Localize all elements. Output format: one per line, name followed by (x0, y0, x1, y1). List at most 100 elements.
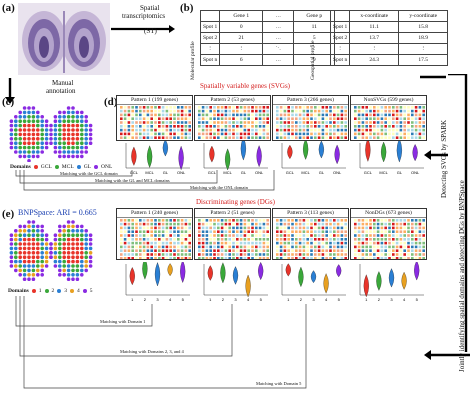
spot (31, 277, 36, 281)
heat-cell (310, 136, 313, 139)
heat-cell (369, 222, 372, 226)
violin (207, 265, 213, 281)
heat-cell (150, 136, 153, 139)
heat-cell (295, 117, 298, 120)
heat-cell (239, 226, 243, 230)
heat-cell (201, 249, 205, 252)
heat-cell (340, 113, 344, 117)
heat-cell (180, 132, 184, 136)
heat-cell (243, 132, 247, 136)
heat-cell (384, 230, 387, 233)
spot (18, 259, 22, 264)
heat-cell (228, 132, 231, 136)
heat-cell (414, 226, 418, 230)
heat-cell (302, 234, 306, 237)
heat-cell (239, 249, 243, 252)
heat-cell (180, 230, 184, 233)
heat-cell (291, 226, 294, 230)
heat-cell (329, 245, 332, 249)
heat-cell (239, 106, 243, 109)
heat-cell (373, 241, 376, 245)
spot (40, 224, 44, 229)
heat-cell (295, 113, 298, 117)
heat-cell (344, 128, 347, 132)
heat-cell (201, 253, 205, 256)
heat-cell (161, 230, 165, 233)
spot (53, 150, 58, 154)
spot (36, 233, 40, 237)
spot (27, 145, 31, 150)
spot (22, 268, 27, 273)
spot (14, 233, 18, 237)
heat-cell (418, 109, 422, 113)
spot (31, 110, 36, 115)
spot (44, 119, 49, 123)
heat-cell (336, 128, 340, 132)
heat-cell (142, 253, 146, 256)
heat-cell (388, 253, 391, 256)
spot (80, 259, 84, 264)
spot (18, 115, 22, 119)
heat-cell (388, 106, 391, 109)
heat-cell (306, 113, 309, 117)
heat-cell (142, 106, 146, 109)
heat-cell (258, 117, 262, 120)
heat-cell (173, 106, 176, 109)
spot (40, 137, 44, 141)
heat-cell (213, 230, 216, 233)
heat-cell (247, 121, 250, 124)
heat-cell (142, 125, 146, 128)
heat-cell (131, 230, 134, 233)
geo-cell: Spot 2 (329, 32, 351, 44)
spot (18, 123, 22, 128)
heat-cell (295, 222, 298, 226)
heat-cell (329, 128, 332, 132)
heat-cell (220, 230, 224, 233)
violin (336, 264, 342, 278)
heat-cell (365, 230, 368, 233)
heat-cell (283, 125, 287, 128)
heat-cell (357, 106, 361, 109)
heat-cell (369, 234, 372, 237)
heat-cell (217, 106, 220, 109)
heat-cell (120, 226, 123, 230)
heat-cell (177, 125, 180, 128)
heat-cell (123, 219, 127, 222)
heat-cell (291, 132, 294, 136)
heat-cell (279, 106, 283, 109)
heat-cell (142, 234, 146, 237)
heat-cell (127, 234, 131, 237)
heat-cell (135, 128, 138, 132)
heat-cell (321, 241, 325, 245)
heat-cell (298, 136, 302, 139)
heat-cell (395, 128, 399, 132)
spot (18, 141, 22, 145)
heat-cell (150, 121, 153, 124)
spot (22, 229, 27, 233)
molecular-profile-label: Molecular profile (190, 41, 196, 80)
heat-cell (158, 249, 161, 252)
heat-cell (357, 253, 361, 256)
spot (9, 123, 14, 128)
heat-cell (340, 117, 344, 120)
x-tick-label: 2 (300, 297, 303, 302)
heat-cell (325, 234, 328, 237)
heat-cell (344, 136, 347, 139)
heat-cell (298, 121, 302, 124)
spot (36, 132, 40, 137)
violin-d-2: GCL MCL GL ONL (194, 136, 269, 175)
spot (31, 128, 36, 132)
match-e-2: Matching with Domains 2, 3, and 4 (120, 349, 184, 354)
heat-cell (120, 106, 123, 109)
heat-cell (243, 226, 247, 230)
spot (58, 150, 62, 154)
heat-cell (411, 121, 414, 124)
spot (71, 145, 75, 150)
heat-cell (321, 136, 325, 139)
heat-cell (154, 128, 157, 132)
heat-cell (276, 257, 279, 259)
heat-cell (325, 226, 328, 230)
manual-arrow (5, 78, 15, 104)
heat-cell (317, 128, 321, 132)
heat-cell (236, 113, 239, 117)
